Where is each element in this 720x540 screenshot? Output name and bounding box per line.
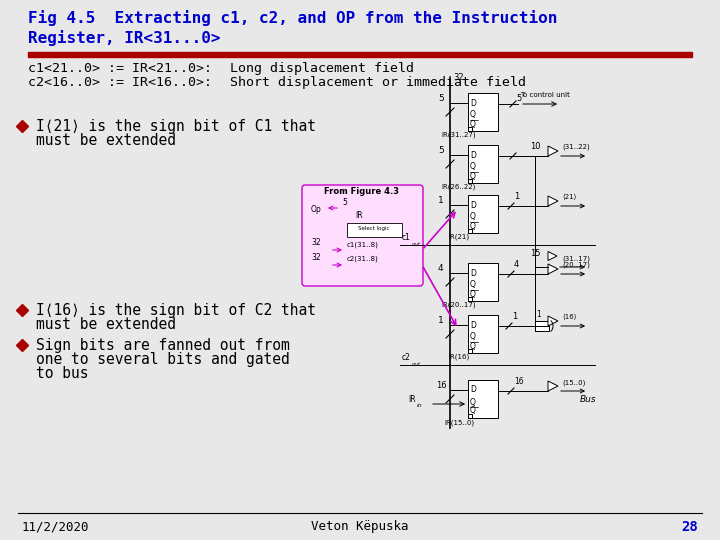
Text: ⟨16⟩: ⟨16⟩ [562, 314, 577, 320]
Text: 5: 5 [438, 146, 444, 155]
Text: Bus: Bus [580, 395, 597, 404]
Text: Q: Q [470, 163, 476, 172]
Polygon shape [548, 252, 557, 260]
Polygon shape [548, 146, 558, 156]
Text: 10: 10 [530, 142, 541, 151]
Text: 1: 1 [536, 310, 541, 319]
Bar [468, 315, 498, 353]
Text: Q: Q [470, 221, 476, 231]
Text: Register, IR<31...0>: Register, IR<31...0> [28, 30, 220, 46]
Bar [468, 380, 498, 418]
Bar [468, 93, 498, 131]
Text: 5: 5 [438, 94, 444, 103]
Text: 32: 32 [453, 73, 464, 82]
Text: 1: 1 [438, 316, 444, 325]
Text: Long displacement field: Long displacement field [230, 62, 414, 75]
Polygon shape [548, 316, 558, 326]
Text: 28: 28 [681, 520, 698, 534]
Text: 32: 32 [311, 238, 320, 247]
Text: Q: Q [470, 172, 476, 180]
Text: out: out [412, 362, 421, 367]
Text: (20..17): (20..17) [562, 262, 590, 268]
Text: IR(21): IR(21) [449, 234, 469, 240]
Text: D: D [470, 98, 476, 107]
Text: IR(31..27): IR(31..27) [441, 132, 477, 138]
Text: 4: 4 [514, 260, 519, 269]
Text: Q: Q [470, 111, 476, 119]
Text: IR: IR [355, 211, 363, 220]
Text: From Figure 4.3: From Figure 4.3 [325, 187, 400, 196]
Text: Sign bits are fanned out from: Sign bits are fanned out from [36, 338, 289, 353]
Text: c2<16..0> := IR<16..0>:: c2<16..0> := IR<16..0>: [28, 76, 212, 89]
Text: out: out [412, 242, 421, 247]
Text: IR(26..22): IR(26..22) [442, 184, 476, 191]
Text: Select logic: Select logic [359, 226, 390, 231]
Polygon shape [548, 264, 558, 274]
FancyBboxPatch shape [302, 185, 423, 286]
Bar [468, 263, 498, 301]
Text: D: D [470, 151, 476, 159]
Text: I⟨21⟩ is the sign bit of C1 that: I⟨21⟩ is the sign bit of C1 that [36, 119, 316, 134]
Text: must be extended: must be extended [36, 317, 176, 332]
Text: c2(31..8): c2(31..8) [347, 256, 379, 262]
Text: 11/2/2020: 11/2/2020 [22, 520, 89, 533]
Text: in: in [417, 403, 423, 408]
Text: Veton Këpuska: Veton Këpuska [311, 520, 409, 533]
Text: c1: c1 [402, 233, 411, 242]
Text: Op: Op [311, 205, 322, 214]
Text: 1: 1 [438, 196, 444, 205]
Text: to bus: to bus [36, 366, 89, 381]
Text: Fig 4.5  Extracting c1, c2, and OP from the Instruction: Fig 4.5 Extracting c1, c2, and OP from t… [28, 10, 557, 26]
Text: 15: 15 [530, 249, 541, 258]
Text: 5: 5 [342, 198, 347, 207]
Text: Q: Q [470, 397, 476, 407]
Text: ⟨21⟩: ⟨21⟩ [562, 194, 577, 200]
Text: Short displacement or immediate field: Short displacement or immediate field [230, 76, 526, 89]
Text: Q: Q [470, 289, 476, 299]
Bar [347, 223, 402, 237]
Text: 16: 16 [514, 377, 523, 386]
Text: Q: Q [470, 407, 476, 415]
Text: (31..22): (31..22) [562, 144, 590, 151]
Text: Q: Q [470, 333, 476, 341]
Text: c1<21..0> := IR<21..0>:: c1<21..0> := IR<21..0>: [28, 62, 212, 75]
Text: Q: Q [470, 341, 476, 350]
Text: 32: 32 [311, 253, 320, 262]
Text: D: D [470, 386, 476, 395]
Text: must be extended: must be extended [36, 133, 176, 148]
Text: 4: 4 [438, 264, 444, 273]
Text: c1(31..8): c1(31..8) [347, 241, 379, 247]
Text: D: D [470, 321, 476, 329]
Text: one to several bits and gated: one to several bits and gated [36, 352, 289, 367]
Text: 5: 5 [516, 94, 521, 103]
Text: IR: IR [408, 395, 415, 404]
Text: 1: 1 [512, 312, 517, 321]
Text: D: D [470, 268, 476, 278]
Bar [468, 195, 498, 233]
Polygon shape [548, 196, 558, 206]
Text: Q: Q [470, 119, 476, 129]
Text: D: D [470, 200, 476, 210]
Text: Q: Q [470, 280, 476, 289]
Text: 1: 1 [514, 192, 519, 201]
Text: I⟨16⟩ is the sign bit of C2 that: I⟨16⟩ is the sign bit of C2 that [36, 303, 316, 318]
Text: To control unit: To control unit [520, 92, 570, 98]
Text: (31..17): (31..17) [562, 255, 590, 261]
Text: c2: c2 [402, 353, 411, 362]
Text: Q: Q [470, 213, 476, 221]
Text: 16: 16 [436, 381, 446, 390]
Text: IR(16): IR(16) [449, 354, 469, 361]
Bar [468, 145, 498, 183]
Text: (15..0): (15..0) [562, 379, 585, 386]
Bar [28, 52, 692, 57]
Bar [535, 321, 549, 331]
Text: IR(20..17): IR(20..17) [441, 302, 477, 308]
Polygon shape [548, 381, 558, 391]
Text: IR(15..0): IR(15..0) [444, 419, 474, 426]
